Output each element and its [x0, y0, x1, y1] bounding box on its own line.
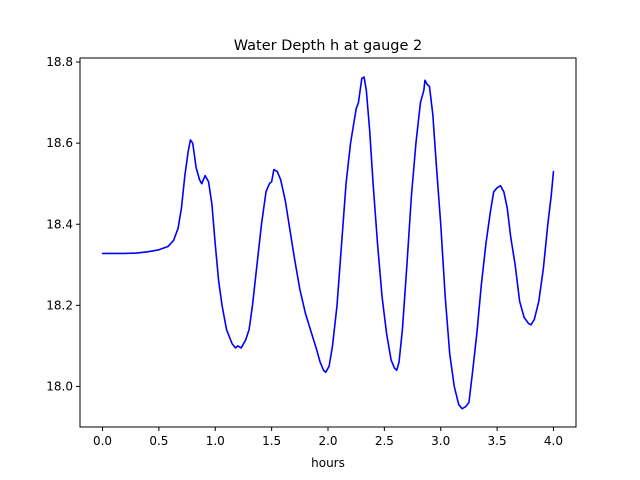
y-tick-label: 18.2 — [46, 298, 73, 312]
chart-title: Water Depth h at gauge 2 — [234, 38, 422, 54]
x-axis-label: hours — [311, 456, 345, 470]
y-tick-label: 18.6 — [46, 136, 73, 150]
x-tick-label: 4.0 — [544, 434, 563, 448]
x-tick-label: 1.0 — [206, 434, 225, 448]
x-tick-label: 3.0 — [431, 434, 450, 448]
x-axis: 0.0 0.5 1.0 1.5 2.0 2.5 3.0 3.5 4.0 — [93, 427, 563, 448]
y-tick-label: 18.8 — [46, 55, 73, 69]
series-layer — [101, 76, 555, 410]
y-tick-label: 18.4 — [46, 217, 73, 231]
y-tick-label: 18.0 — [46, 379, 73, 393]
x-tick-label: 0.0 — [93, 434, 112, 448]
x-tick-label: 3.5 — [488, 434, 507, 448]
x-tick-label: 2.0 — [318, 434, 337, 448]
x-tick-label: 0.5 — [149, 434, 168, 448]
y-axis: 18.0 18.2 18.4 18.6 18.8 — [46, 55, 80, 393]
x-tick-label: 1.5 — [262, 434, 281, 448]
x-tick-label: 2.5 — [375, 434, 394, 448]
series-line — [101, 76, 555, 410]
plot-frame — [79, 57, 577, 428]
